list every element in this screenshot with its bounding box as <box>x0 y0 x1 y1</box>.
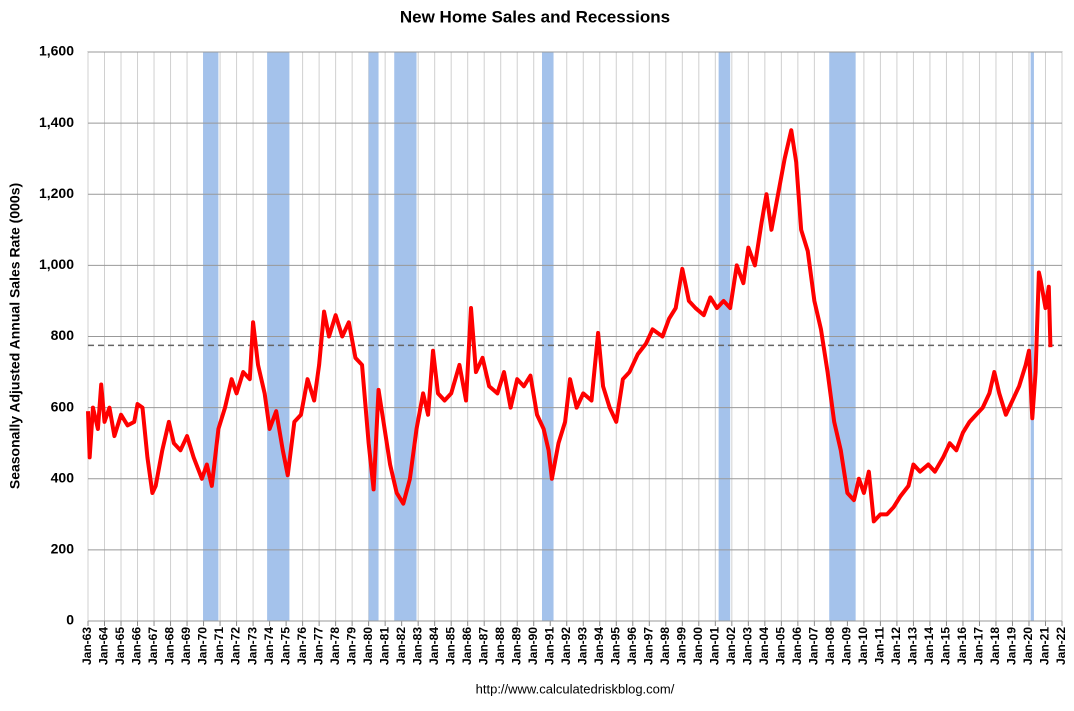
x-tick-label: Jan-89 <box>509 627 523 665</box>
x-tick-label: Jan-15 <box>939 627 953 665</box>
x-tick-label: Jan-94 <box>592 627 606 665</box>
x-tick-label: Jan-19 <box>1005 627 1019 665</box>
y-tick-label: 600 <box>51 398 75 414</box>
x-tick-label: Jan-20 <box>1021 627 1035 665</box>
x-tick-label: Jan-90 <box>526 627 540 665</box>
x-tick-label: Jan-67 <box>146 627 160 665</box>
x-tick-label: Jan-73 <box>245 627 259 665</box>
x-tick-label: Jan-91 <box>542 627 556 665</box>
y-tick-label: 400 <box>51 469 75 485</box>
x-tick-label: Jan-77 <box>311 627 325 665</box>
x-tick-label: Jan-18 <box>988 627 1002 665</box>
x-tick-label: Jan-99 <box>674 627 688 665</box>
x-tick-label: Jan-10 <box>856 627 870 665</box>
x-tick-label: Jan-76 <box>295 627 309 665</box>
y-axis-label: Seasonally Adjusted Annual Sales Rate (0… <box>7 183 23 489</box>
x-tick-label: Jan-70 <box>196 627 210 665</box>
x-tick-label: Jan-66 <box>130 627 144 665</box>
x-tick-label: Jan-84 <box>427 627 441 665</box>
x-tick-label: Jan-92 <box>559 627 573 665</box>
x-tick-label: Jan-17 <box>972 627 986 665</box>
source-note: http://www.calculatedriskblog.com/ <box>476 681 675 696</box>
x-tick-label: Jan-06 <box>790 627 804 665</box>
y-tick-label: 1,000 <box>39 256 74 272</box>
x-tick-label: Jan-79 <box>344 627 358 665</box>
x-tick-label: Jan-93 <box>575 627 589 665</box>
y-tick-label: 1,400 <box>39 114 74 130</box>
x-tick-label: Jan-11 <box>873 627 887 665</box>
x-tick-label: Jan-16 <box>955 627 969 665</box>
x-tick-label: Jan-08 <box>823 627 837 665</box>
x-tick-label: Jan-81 <box>377 627 391 665</box>
x-tick-label: Jan-96 <box>625 627 639 665</box>
chart-title: New Home Sales and Recessions <box>400 7 670 26</box>
x-tick-label: Jan-88 <box>493 627 507 665</box>
x-tick-label: Jan-04 <box>757 627 771 665</box>
x-tick-label: Jan-74 <box>262 627 276 665</box>
y-tick-label: 1,600 <box>39 43 74 59</box>
x-tick-label: Jan-63 <box>80 627 94 665</box>
x-tick-label: Jan-21 <box>1038 627 1052 665</box>
x-tick-label: Jan-14 <box>922 627 936 665</box>
x-tick-label: Jan-80 <box>361 627 375 665</box>
x-tick-label: Jan-71 <box>212 627 226 665</box>
x-tick-label: Jan-09 <box>840 627 854 665</box>
x-tick-label: Jan-01 <box>707 627 721 665</box>
x-tick-label: Jan-00 <box>691 627 705 665</box>
x-tick-label: Jan-68 <box>163 627 177 665</box>
x-tick-label: Jan-69 <box>179 627 193 665</box>
x-tick-label: Jan-83 <box>410 627 424 665</box>
sales-line <box>86 128 1053 524</box>
x-tick-label: Jan-95 <box>608 627 622 665</box>
x-tick-label: Jan-86 <box>460 627 474 665</box>
x-tick-label: Jan-03 <box>741 627 755 665</box>
x-tick-label: Jan-85 <box>443 627 457 665</box>
x-tick-label: Jan-05 <box>774 627 788 665</box>
x-tick-label: Jan-22 <box>1054 627 1068 665</box>
x-tick-label: Jan-87 <box>476 627 490 665</box>
x-tick-label: Jan-98 <box>658 627 672 665</box>
x-tick-label: Jan-75 <box>278 627 292 665</box>
x-tick-label: Jan-65 <box>113 627 127 665</box>
x-tick-label: Jan-72 <box>229 627 243 665</box>
y-tick-label: 1,200 <box>39 185 74 201</box>
y-tick-label: 0 <box>66 612 74 628</box>
y-tick-label: 200 <box>51 541 75 557</box>
x-tick-label: Jan-12 <box>889 627 903 665</box>
x-tick-label: Jan-02 <box>724 627 738 665</box>
x-tick-label: Jan-07 <box>807 627 821 665</box>
x-tick-label: Jan-78 <box>328 627 342 665</box>
x-tick-label: Jan-13 <box>906 627 920 665</box>
x-tick-label: Jan-64 <box>97 627 111 665</box>
y-tick-label: 800 <box>51 327 75 343</box>
x-tick-label: Jan-82 <box>394 627 408 665</box>
x-tick-label: Jan-97 <box>641 627 655 665</box>
